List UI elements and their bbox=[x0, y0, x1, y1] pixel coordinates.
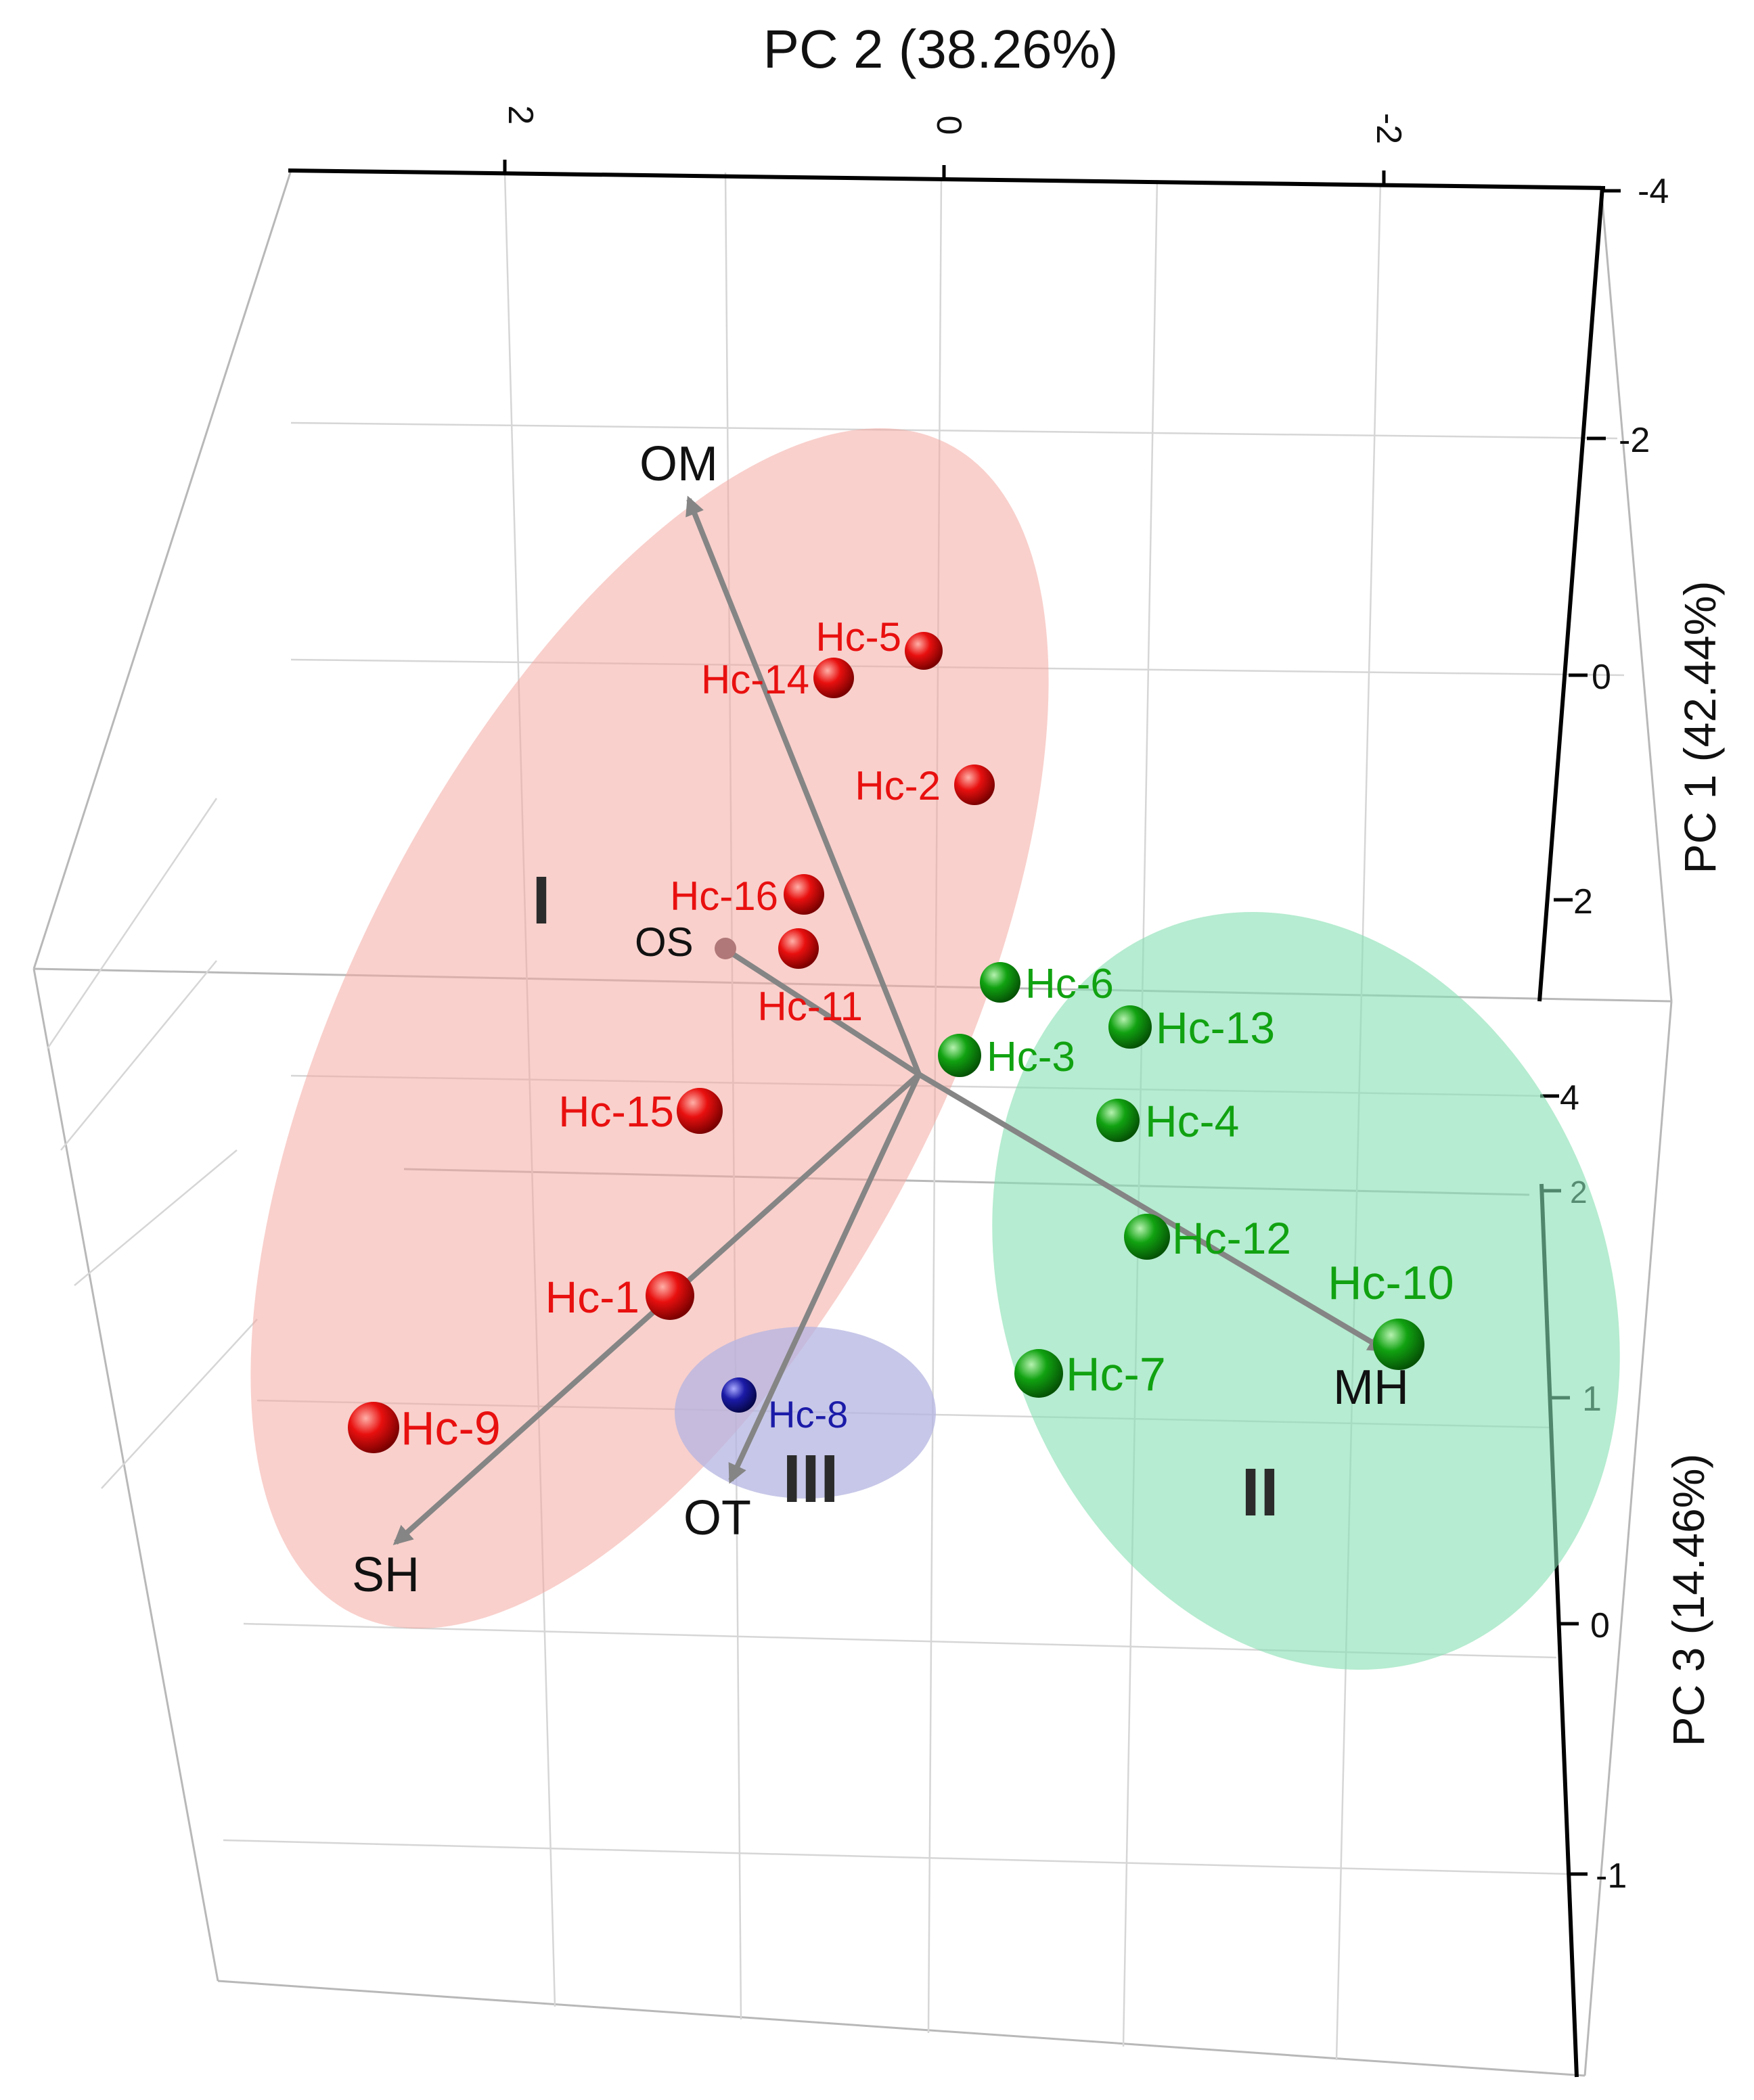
pc3-tick-label: 0 bbox=[1590, 1606, 1610, 1645]
sample-point-hc-12 bbox=[1124, 1214, 1170, 1260]
sample-label-hc-6: Hc-6 bbox=[1025, 961, 1114, 1007]
cluster-ellipses: I II III bbox=[250, 428, 1620, 1670]
sample-point-hc-6 bbox=[980, 962, 1020, 1003]
sample-point-hc-9 bbox=[348, 1402, 399, 1453]
sample-point-hc-15 bbox=[677, 1088, 723, 1134]
sample-label-hc-5: Hc-5 bbox=[815, 614, 901, 660]
sample-point-hc-3 bbox=[938, 1034, 981, 1077]
axis-tick-marks bbox=[503, 160, 1621, 1876]
sample-label-hc-8: Hc-8 bbox=[768, 1393, 848, 1436]
cluster-label-I: I bbox=[532, 863, 551, 938]
pc3-axis-title: PC 3 (14.46%) bbox=[1663, 1454, 1713, 1747]
sample-label-hc-4: Hc-4 bbox=[1145, 1096, 1239, 1146]
cluster-label-II: II bbox=[1241, 1455, 1279, 1530]
sample-point-hc-2 bbox=[954, 764, 995, 805]
loading-label-SH: SH bbox=[352, 1548, 420, 1602]
vector-OM bbox=[685, 495, 922, 1076]
cluster-II-ellipse bbox=[992, 912, 1620, 1670]
pc1-axis-title: PC 1 (42.44%) bbox=[1675, 581, 1725, 874]
pc1-tick-label: -2 bbox=[1619, 421, 1650, 460]
sample-point-hc-4 bbox=[1096, 1099, 1140, 1142]
vector-OT bbox=[728, 1073, 922, 1484]
pc2-tick-label: 2 bbox=[501, 106, 540, 125]
sample-point-hc-11 bbox=[778, 928, 819, 969]
loading-labels: OM OS SH OT MH bbox=[352, 437, 1409, 1602]
sample-label-hc-16: Hc-16 bbox=[670, 873, 778, 919]
vector-MH bbox=[917, 1072, 1388, 1352]
pc2-axis-title: PC 2 (38.26%) bbox=[763, 19, 1119, 79]
sample-point-hc-8 bbox=[721, 1377, 757, 1413]
sample-label-hc-3: Hc-3 bbox=[987, 1034, 1075, 1080]
pc2-tick-label: -2 bbox=[1369, 113, 1408, 144]
sample-point-hc-14 bbox=[813, 658, 854, 698]
sample-label-hc-7: Hc-7 bbox=[1066, 1348, 1166, 1400]
sample-label-hc-2: Hc-2 bbox=[855, 763, 941, 808]
pc3-tick-label: -1 bbox=[1596, 1856, 1627, 1896]
pc1-axis-line bbox=[1537, 186, 1604, 1002]
sample-label-hc-9: Hc-9 bbox=[401, 1402, 501, 1455]
sample-label-hc-13: Hc-13 bbox=[1156, 1003, 1275, 1053]
tick-labels: 2 0 -2 -4 -2 0 2 4 2 1 0 -1 bbox=[501, 106, 1669, 1896]
vector-OS-endpoint bbox=[715, 938, 736, 959]
vector-OS bbox=[725, 948, 921, 1077]
sample-label-hc-14: Hc-14 bbox=[701, 657, 809, 702]
pc1-tick-label: 0 bbox=[1592, 658, 1611, 697]
sample-point-hc-16 bbox=[784, 874, 824, 915]
pc1-tick-label: 4 bbox=[1560, 1078, 1579, 1118]
sample-label-hc-10: Hc-10 bbox=[1328, 1256, 1454, 1309]
pc1-tick-label: 2 bbox=[1573, 882, 1593, 921]
pc2-tick-label: 0 bbox=[929, 116, 968, 135]
pc1-tick-label: -4 bbox=[1638, 172, 1669, 211]
loading-label-OS: OS bbox=[635, 919, 694, 965]
sample-label-hc-12: Hc-12 bbox=[1172, 1213, 1291, 1263]
cluster-I-ellipse bbox=[250, 428, 1049, 1629]
sample-point-hc-7 bbox=[1014, 1349, 1063, 1398]
sample-point-hc-13 bbox=[1108, 1005, 1152, 1049]
loading-label-OT: OT bbox=[683, 1491, 751, 1545]
sample-label-hc-15: Hc-15 bbox=[558, 1087, 674, 1136]
sample-points: Hc-5Hc-14 Hc-2 Hc-16 Hc-11 Hc-15 Hc-1 Hc-9 Hc-6… bbox=[348, 614, 1454, 1455]
sample-label-hc-11: Hc-11 bbox=[757, 984, 863, 1029]
sample-point-hc-5 bbox=[905, 632, 943, 670]
sample-point-hc-10 bbox=[1373, 1319, 1424, 1370]
axis-titles: PC 2 (38.26%) PC 1 (42.44%) PC 3 (14.46%… bbox=[763, 19, 1725, 1746]
pc2-axis-line bbox=[288, 168, 1606, 190]
loading-label-OM: OM bbox=[639, 437, 718, 491]
sample-label-hc-1: Hc-1 bbox=[545, 1272, 639, 1322]
cluster-label-III: III bbox=[782, 1441, 838, 1517]
sample-point-hc-1 bbox=[646, 1271, 694, 1320]
